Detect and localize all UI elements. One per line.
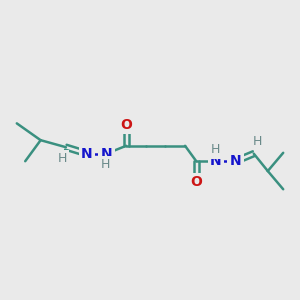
- Text: O: O: [190, 175, 202, 189]
- Text: N: N: [230, 154, 241, 168]
- Text: N: N: [210, 154, 222, 168]
- Text: H: H: [100, 158, 110, 171]
- Text: H: H: [58, 152, 67, 166]
- Text: H: H: [252, 135, 262, 148]
- Text: O: O: [120, 118, 132, 132]
- Text: N: N: [101, 147, 112, 160]
- Text: H: H: [211, 143, 220, 157]
- Text: N: N: [81, 147, 93, 160]
